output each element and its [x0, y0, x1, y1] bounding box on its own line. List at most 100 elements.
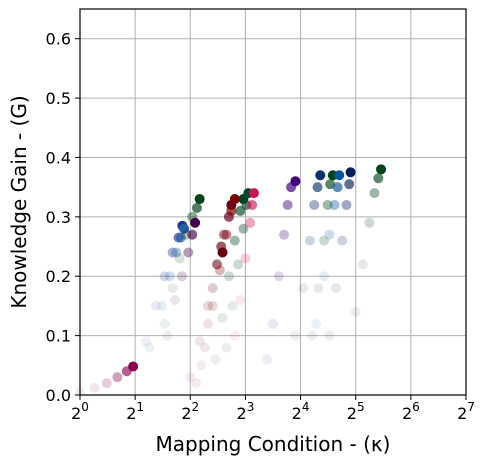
data-point [229, 330, 240, 341]
data-point [199, 342, 210, 353]
data-point [315, 170, 326, 181]
data-series [307, 170, 338, 341]
data-point [331, 283, 342, 294]
data-point [176, 271, 187, 282]
data-point [167, 283, 178, 294]
data-point [245, 217, 256, 228]
data-point [169, 294, 180, 305]
data-point [274, 271, 285, 282]
data-point [191, 378, 202, 389]
data-point [190, 217, 201, 228]
data-point [298, 283, 309, 294]
data-point [344, 179, 355, 190]
data-point [227, 300, 238, 311]
y-tick-label: 0.5 [46, 89, 71, 108]
data-point [112, 372, 123, 383]
data-point [162, 330, 173, 341]
data-series [229, 188, 259, 341]
data-point [312, 182, 323, 193]
data-series [191, 194, 240, 389]
data-point [194, 194, 205, 205]
x-tick-label: 24 [292, 400, 310, 423]
data-point [309, 199, 320, 210]
data-point [144, 342, 155, 353]
data-point [229, 194, 240, 205]
data-point [101, 378, 112, 389]
data-point [319, 235, 330, 246]
data-point [194, 336, 205, 347]
data-point [141, 336, 152, 347]
data-series [162, 217, 201, 341]
data-point [329, 199, 340, 210]
data-point [341, 199, 352, 210]
data-point [159, 271, 170, 282]
data-point [376, 164, 387, 175]
data-series [262, 176, 301, 365]
data-point [165, 271, 176, 282]
data-point [226, 205, 237, 216]
x-tick-label: 21 [126, 400, 144, 423]
plot-frame [79, 8, 467, 396]
data-point [151, 300, 162, 311]
data-point [221, 229, 232, 240]
data-point [247, 199, 258, 210]
data-point [357, 259, 368, 270]
data-point [171, 247, 182, 258]
data-point [207, 300, 218, 311]
y-tick-label: 0.4 [46, 148, 71, 167]
data-point [290, 330, 301, 341]
data-point [196, 360, 207, 371]
data-point [185, 372, 196, 383]
data-point [233, 259, 244, 270]
data-point [319, 271, 330, 282]
x-tick-label: 26 [402, 400, 420, 423]
data-series [290, 170, 326, 341]
data-series [324, 167, 356, 341]
data-point [332, 182, 343, 193]
data-point [174, 253, 185, 264]
y-tick-label: 0.6 [46, 30, 71, 49]
data-point [350, 306, 361, 317]
data-point [262, 354, 273, 365]
data-point [279, 229, 290, 240]
data-point [290, 176, 301, 187]
data-point [324, 229, 335, 240]
data-point [218, 229, 229, 240]
data-point [229, 235, 240, 246]
data-point [304, 235, 315, 246]
data-point [248, 188, 259, 199]
data-point [128, 361, 139, 372]
data-point [313, 283, 324, 294]
x-tick-label: 25 [347, 400, 365, 423]
data-series [311, 170, 345, 329]
x-tick-label: 27 [457, 400, 475, 423]
data-point [214, 265, 225, 276]
data-series [196, 241, 228, 371]
data-point [210, 354, 221, 365]
data-point [334, 170, 345, 181]
x-axis-ticks: 20 21 22 23 24 25 26 27 [71, 395, 475, 423]
data-point [267, 318, 278, 329]
data-point [191, 202, 202, 213]
data-point [203, 318, 214, 329]
data-point [345, 167, 356, 178]
data-point [369, 188, 380, 199]
data-point [282, 199, 293, 210]
data-point [207, 283, 218, 294]
data-points [75, 164, 387, 398]
data-point [221, 342, 232, 353]
y-axis-label: Knowledge Gain - (G) [7, 95, 31, 308]
x-tick-label: 22 [181, 400, 199, 423]
data-point [325, 179, 336, 190]
data-series [350, 164, 387, 317]
data-point [311, 318, 322, 329]
y-tick-label: 0.0 [46, 386, 71, 405]
grid [79, 9, 467, 396]
x-tick-label: 20 [71, 400, 89, 423]
data-point [217, 247, 228, 258]
data-point [235, 294, 246, 305]
y-axis-ticks: 0.0 0.1 0.2 0.3 0.4 0.5 0.6 [46, 30, 80, 405]
data-point [337, 235, 348, 246]
y-tick-label: 0.2 [46, 267, 71, 286]
